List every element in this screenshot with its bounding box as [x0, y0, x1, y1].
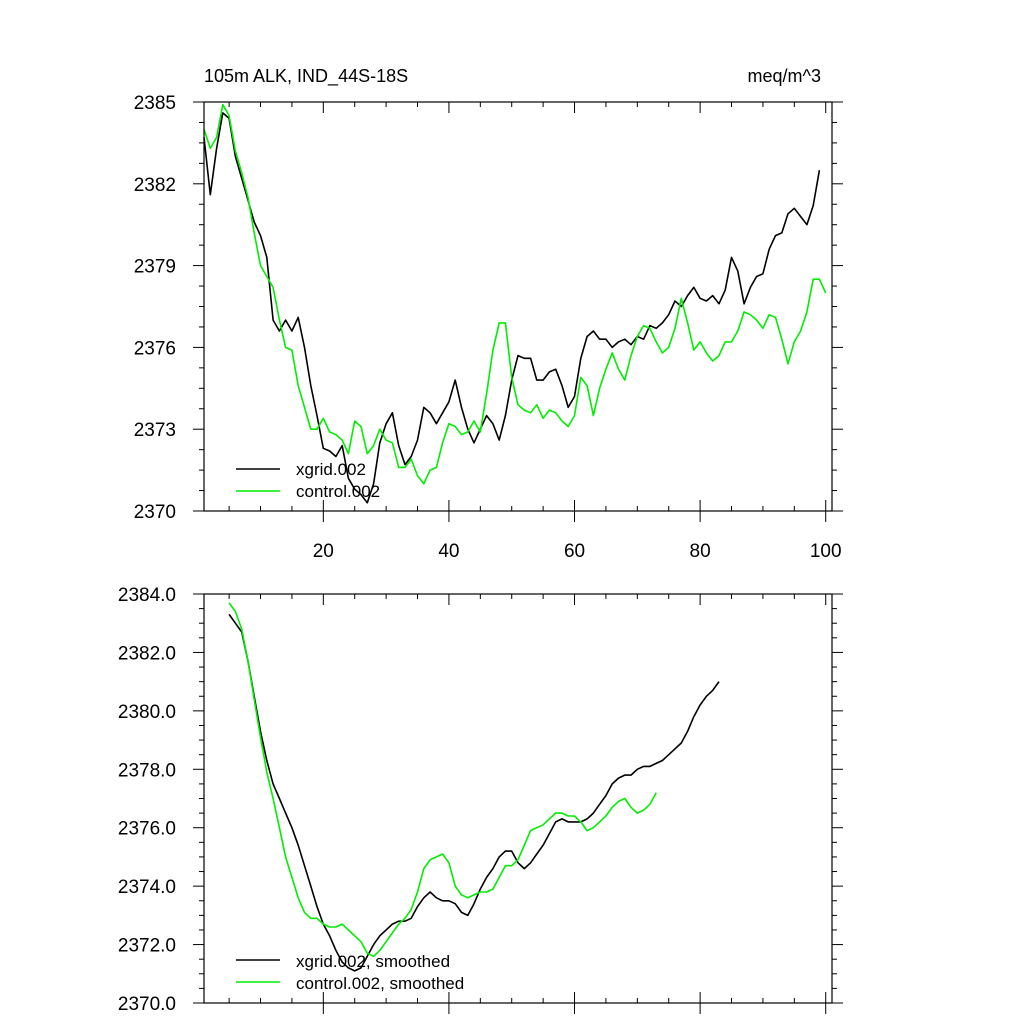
x-tick-label: 80 — [690, 541, 711, 562]
legend-label-control: control.002 — [296, 482, 380, 501]
x-tick-label: 60 — [564, 541, 585, 562]
plot-frame — [203, 593, 833, 1004]
series-line-control-002-smoothed — [228, 602, 657, 958]
y-tick-label: 2385 — [134, 93, 176, 114]
bottom-panel: 2370.0 2372.0 2374.0 2376.0 2378.0 2380.0 2382… — [118, 585, 843, 1015]
legend: xgrid.002, smoothed control.002, smoothe… — [236, 952, 464, 993]
y-tick-label: 2370 — [134, 502, 176, 523]
x-tick-label: 20 — [313, 541, 334, 562]
y-tick-label: 2374.0 — [118, 877, 176, 898]
top-panel: 105m ALK, IND_44S-18S meq/m^3 20 40 60 80 10… — [134, 66, 843, 562]
y-tick-label: 2372.0 — [118, 936, 176, 957]
series-line-control-002 — [203, 103, 827, 485]
legend-label-control-smoothed: control.002, smoothed — [296, 974, 464, 993]
y-tick-label: 2373 — [134, 420, 176, 441]
x-tick-label: 100 — [810, 541, 842, 562]
chart-title: 105m ALK, IND_44S-18S — [204, 66, 408, 87]
legend: xgrid.002 control.002 — [236, 460, 380, 501]
series-line-xgrid-002-smoothed — [228, 613, 720, 972]
y-tick-label: 2384.0 — [118, 585, 176, 606]
y-tick-label: 2382.0 — [118, 643, 176, 664]
legend-label-xgrid-smoothed: xgrid.002, smoothed — [296, 952, 450, 971]
chart-units: meq/m^3 — [748, 66, 821, 86]
legend-label-xgrid: xgrid.002 — [296, 460, 366, 479]
axis-ticks: 2370.0 2372.0 2374.0 2376.0 2378.0 2380.0 2382… — [118, 585, 843, 1015]
y-tick-label: 2379 — [134, 257, 176, 278]
x-tick-label: 40 — [438, 541, 459, 562]
y-tick-label: 2376 — [134, 338, 176, 359]
y-tick-label: 2378.0 — [118, 760, 176, 781]
y-tick-label: 2382 — [134, 175, 176, 196]
y-tick-label: 2376.0 — [118, 819, 176, 840]
axis-ticks: 20 40 60 80 100 2370 2373 2376 2379 2382 2385 — [134, 93, 843, 562]
y-tick-label: 2370.0 — [118, 994, 176, 1015]
plot-frame — [203, 101, 833, 512]
y-tick-label: 2380.0 — [118, 702, 176, 723]
series-line-xgrid-002 — [203, 112, 821, 504]
series-group — [203, 103, 827, 504]
series-group — [228, 602, 720, 972]
